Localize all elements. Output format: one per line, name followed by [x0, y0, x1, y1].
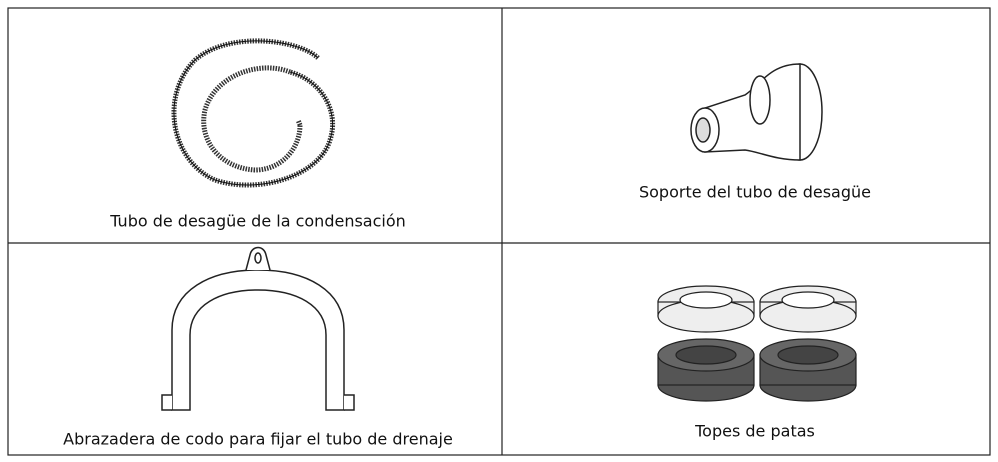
drain-hose-outline	[173, 40, 334, 186]
cell-label: Topes de patas	[694, 422, 815, 441]
foot-stoppers-image	[657, 285, 857, 402]
drain-hose-image	[171, 38, 336, 188]
cell-label: Abrazadera de codo para fijar el tubo de…	[63, 430, 453, 449]
table-grid	[7, 7, 991, 456]
drain-fitting-image	[690, 63, 823, 161]
cell-label: Soporte del tubo de desagüe	[639, 183, 871, 202]
cell-label: Tubo de desagüe de la condensación	[109, 212, 406, 231]
elbow-clamp-image	[161, 246, 355, 411]
